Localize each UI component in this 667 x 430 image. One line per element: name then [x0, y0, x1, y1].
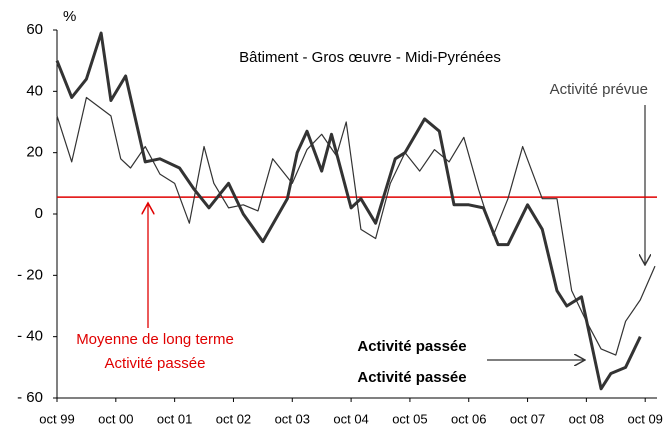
- mean-label: Moyenne de long terme: [76, 331, 234, 348]
- annotation: Activité passée: [105, 355, 206, 372]
- y-tick-label: 40: [26, 82, 43, 99]
- series-line: [56, 96, 656, 356]
- annotation: Activité prévue: [550, 81, 648, 98]
- y-tick-label: - 40: [17, 328, 43, 345]
- y-tick-label: 60: [26, 21, 43, 38]
- y-tick-label: - 20: [17, 266, 43, 283]
- x-tick-label: oct 99: [39, 411, 74, 426]
- x-tick-label: oct 09: [627, 411, 662, 426]
- x-tick-label: oct 03: [275, 411, 310, 426]
- x-tick-label: oct 08: [569, 411, 604, 426]
- y-tick-label: 20: [26, 144, 43, 161]
- x-tick-label: oct 07: [510, 411, 545, 426]
- y-tick-label: - 60: [17, 389, 43, 406]
- x-tick-label: oct 02: [216, 411, 251, 426]
- annotation: Activité passée: [357, 369, 466, 386]
- chart-title: Bâtiment - Gros œuvre - Midi-Pyrénées: [239, 49, 501, 66]
- annotation: Activité passée: [357, 338, 466, 355]
- x-tick-label: oct 04: [333, 411, 368, 426]
- x-tick-label: oct 00: [98, 411, 133, 426]
- x-tick-label: oct 06: [451, 411, 486, 426]
- x-tick-label: oct 01: [157, 411, 192, 426]
- y-tick-label: 0: [35, 205, 43, 222]
- x-tick-label: oct 05: [392, 411, 427, 426]
- y-unit: %: [63, 8, 76, 25]
